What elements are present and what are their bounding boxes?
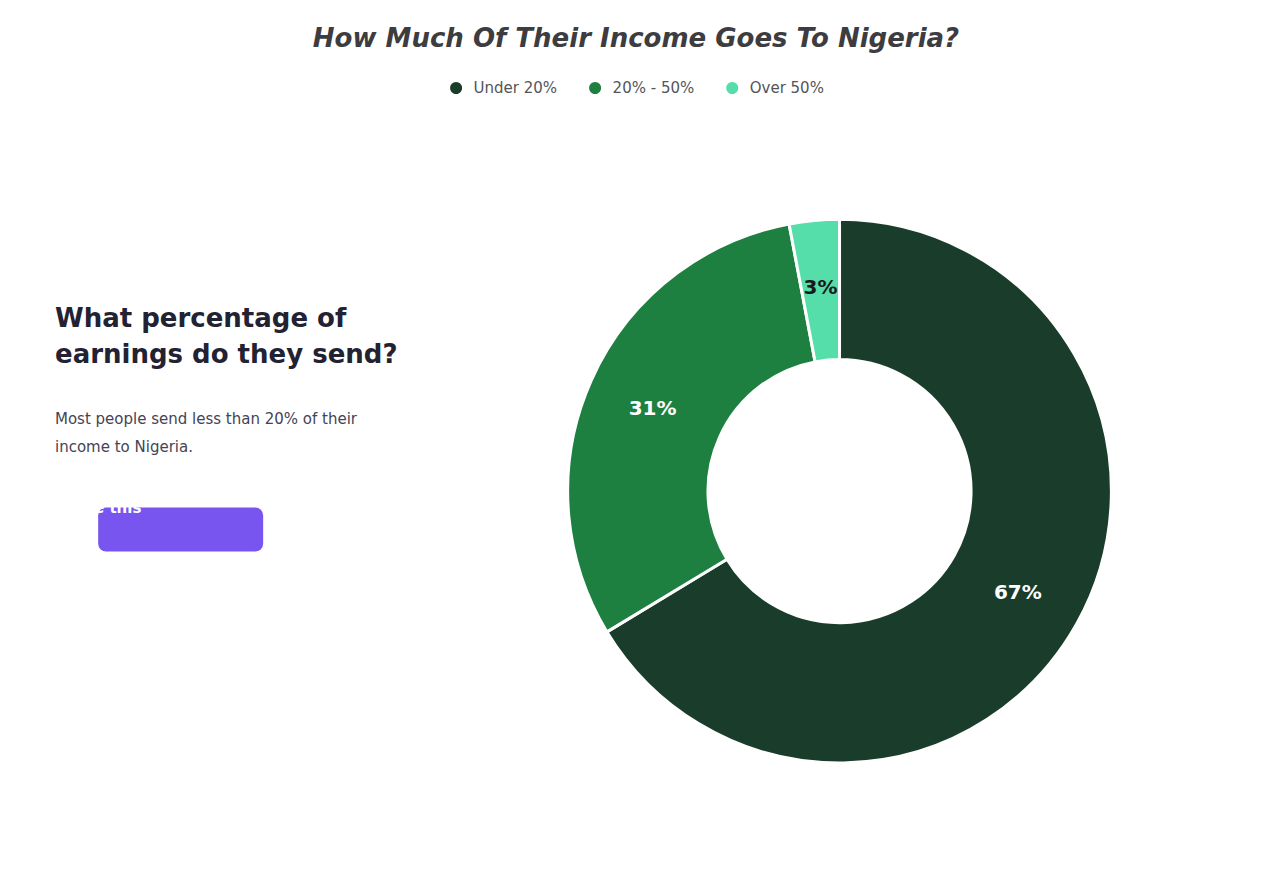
svg-text:Share this: Share this	[55, 499, 141, 517]
svg-text:Most people send less than 20%: Most people send less than 20% of their	[55, 410, 358, 428]
svg-text:How Much Of Their Income Goes: How Much Of Their Income Goes To Nigeria…	[313, 23, 959, 53]
svg-text:What percentage of: What percentage of	[55, 303, 347, 333]
svg-text:income to Nigeria.: income to Nigeria.	[55, 438, 193, 456]
svg-text:20% - 50%: 20% - 50%	[613, 79, 695, 97]
svg-text:Over 50%: Over 50%	[750, 79, 824, 97]
svg-text:Under 20%: Under 20%	[474, 79, 558, 97]
svg-text:31%: 31%	[629, 396, 677, 420]
svg-text:earnings do they send?: earnings do they send?	[55, 339, 397, 369]
svg-text:67%: 67%	[994, 580, 1042, 604]
svg-text:3%: 3%	[803, 275, 837, 299]
